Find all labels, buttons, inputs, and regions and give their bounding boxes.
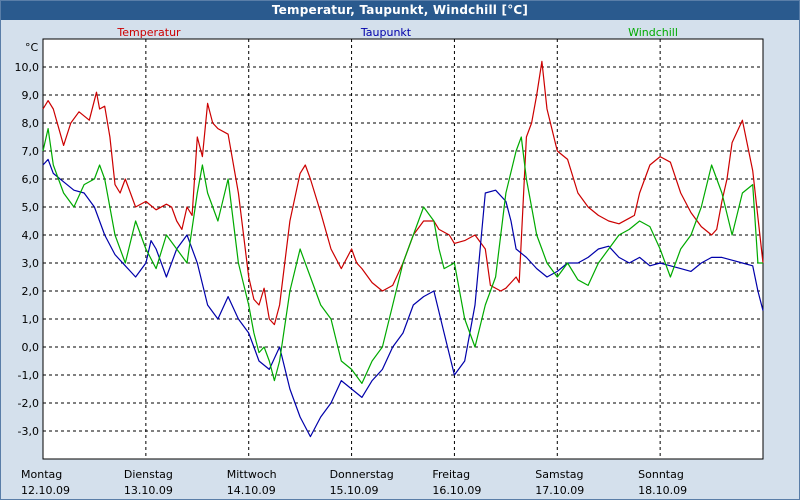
y-tick-label: 0,0	[22, 341, 40, 354]
y-tick-label: -3,0	[18, 425, 39, 438]
x-tick-day: Montag	[21, 468, 62, 481]
x-tick-date: 13.10.09	[124, 484, 173, 497]
y-tick-label: 8,0	[22, 117, 40, 130]
legend-temperatur: Temperatur	[116, 26, 181, 39]
x-tick-day: Dienstag	[124, 468, 173, 481]
x-tick-day: Mittwoch	[227, 468, 277, 481]
x-tick-date: 14.10.09	[227, 484, 276, 497]
y-axis-label: °C	[25, 41, 39, 54]
y-tick-label: 1,0	[22, 313, 40, 326]
x-tick-day: Sonntag	[638, 468, 684, 481]
y-tick-label: 5,0	[22, 201, 40, 214]
x-tick-date: 17.10.09	[535, 484, 584, 497]
y-tick-label: 3,0	[22, 257, 40, 270]
x-tick-day: Donnerstag	[330, 468, 394, 481]
chart-title: Temperatur, Taupunkt, Windchill [°C]	[1, 1, 799, 20]
x-tick-day: Samstag	[535, 468, 583, 481]
y-tick-label: 2,0	[22, 285, 40, 298]
y-tick-label: 6,0	[22, 173, 40, 186]
series-line-windchill	[42, 127, 763, 384]
x-tick-date: 15.10.09	[330, 484, 379, 497]
legend-taupunkt: Taupunkt	[360, 26, 412, 39]
y-tick-label: 9,0	[22, 89, 40, 102]
y-tick-label: 7,0	[22, 145, 40, 158]
series-line-temperatur	[42, 60, 764, 326]
legend-windchill: Windchill	[628, 26, 678, 39]
series-line-taupunkt	[42, 158, 764, 438]
y-tick-label: -1,0	[18, 369, 39, 382]
x-tick-date: 18.10.09	[638, 484, 687, 497]
plot-area	[42, 38, 764, 460]
y-tick-label: 4,0	[22, 229, 40, 242]
y-tick-label: -2,0	[18, 397, 39, 410]
y-tick-label: 10,0	[15, 61, 40, 74]
x-tick-day: Freitag	[432, 468, 470, 481]
x-tick-date: 16.10.09	[432, 484, 481, 497]
x-tick-date: 12.10.09	[21, 484, 70, 497]
